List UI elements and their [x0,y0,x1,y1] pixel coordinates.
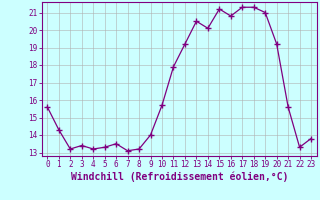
X-axis label: Windchill (Refroidissement éolien,°C): Windchill (Refroidissement éolien,°C) [70,172,288,182]
